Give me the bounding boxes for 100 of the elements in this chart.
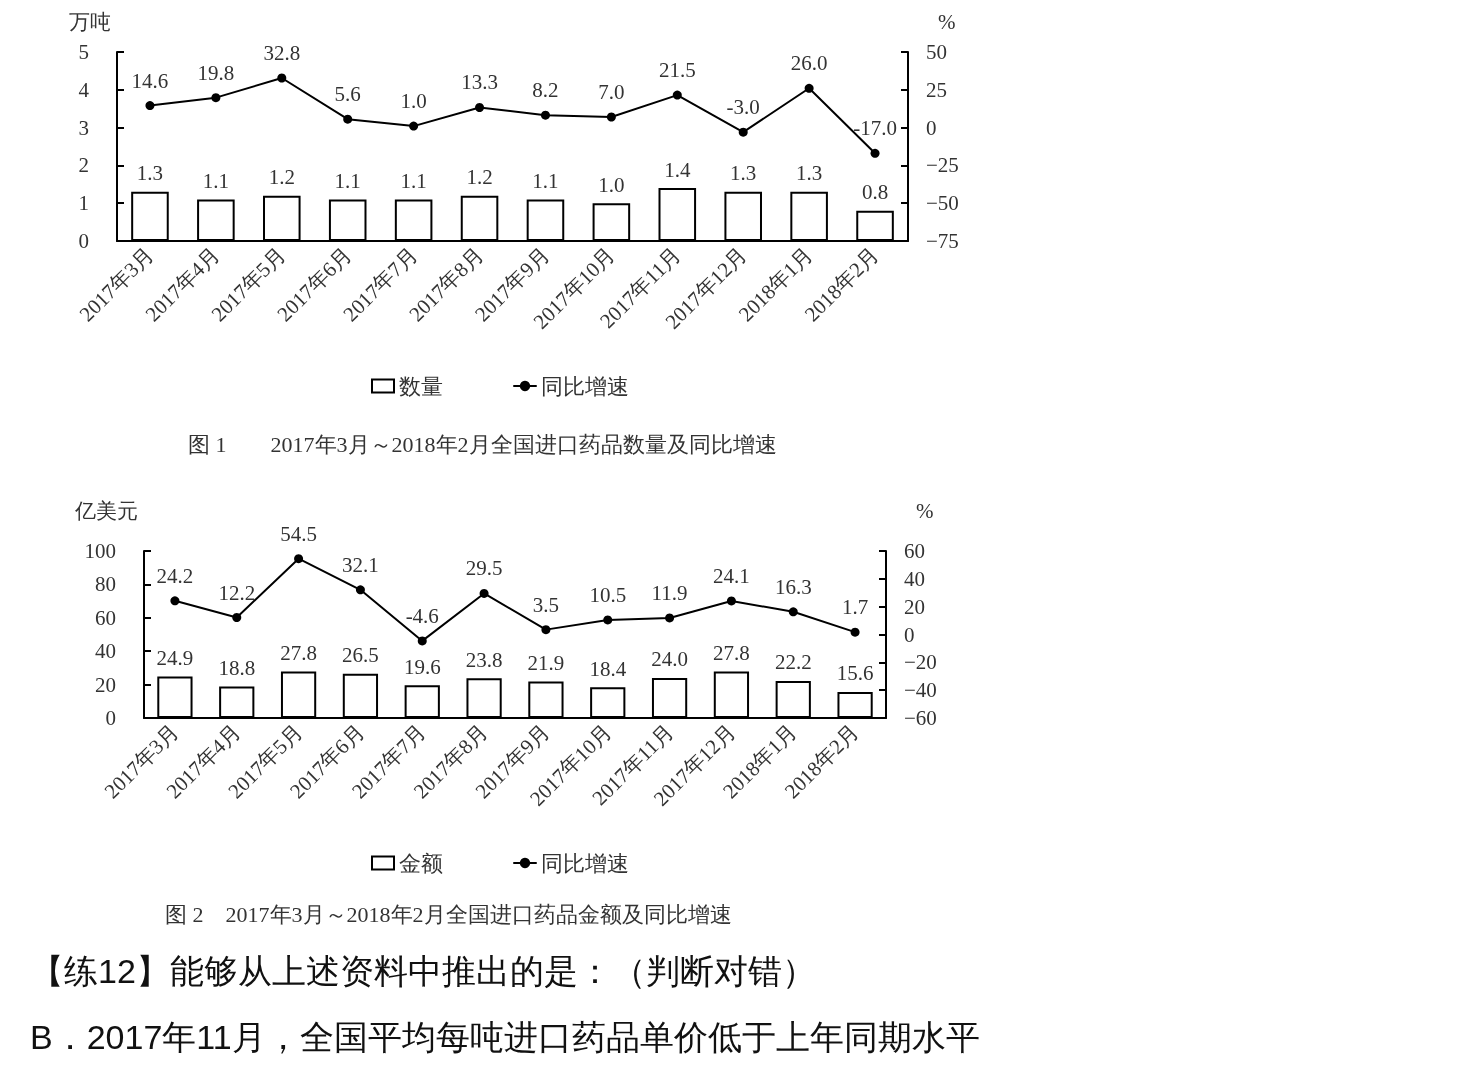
y2-tick-label: −25 (926, 153, 959, 178)
point (277, 73, 287, 83)
point (170, 596, 180, 606)
point (870, 148, 880, 158)
data-label: 32.1 (342, 552, 379, 577)
point (541, 625, 551, 635)
data-label: 21.5 (658, 58, 696, 83)
data-label: 23.8 (465, 647, 503, 672)
y2-tick-label: 40 (904, 566, 925, 591)
data-label: 18.8 (218, 656, 256, 681)
y-tick-label: 0 (105, 706, 116, 730)
data-label: 24.9 (156, 645, 194, 670)
text: B．2017年11月，全国平均每吨进口药品单价低于上年同期水平 (30, 1018, 980, 1056)
data-label: -17.0 (853, 116, 897, 141)
data-label: 1.2 (268, 165, 295, 190)
data-label: 19.6 (403, 654, 441, 679)
data-label: 14.6 (131, 68, 169, 93)
point (603, 615, 613, 625)
y-tick-label: 20 (95, 672, 116, 697)
data-label: 24.1 (713, 563, 750, 588)
data-label: 1.3 (730, 161, 757, 186)
y-tick-label: 1 (78, 191, 89, 216)
point (355, 585, 365, 595)
legend-label: 同比增速 (541, 373, 629, 399)
data-label: 1.0 (400, 89, 427, 114)
data-label: 26.0 (790, 51, 828, 76)
data-label: 1.1 (334, 168, 361, 193)
text: 图 2 2017年3月～2018年2月全国进口药品金额及同比增速 (165, 901, 732, 927)
text: 图 1 2017年3月～2018年2月全国进口药品数量及同比增速 (188, 431, 777, 457)
data-label: 54.5 (280, 521, 317, 546)
data-label: 32.8 (263, 41, 301, 66)
data-label: 12.2 (218, 580, 256, 605)
point (479, 588, 489, 598)
y-tick-label: 40 (95, 639, 116, 664)
y-tick-label: 80 (95, 572, 116, 597)
y2-tick-label: −75 (926, 229, 959, 253)
point (850, 627, 860, 637)
data-label: 16.3 (774, 574, 812, 599)
y-tick-label: 3 (78, 115, 89, 140)
point (804, 83, 814, 93)
data-label: 29.5 (465, 556, 503, 581)
data-label: 24.0 (651, 647, 688, 672)
data-label: 1.2 (466, 165, 493, 190)
y2-tick-label: 25 (926, 77, 947, 102)
point (606, 112, 616, 122)
data-label: 5.6 (334, 82, 361, 107)
data-label: 1.1 (202, 168, 229, 193)
data-label: 27.8 (280, 641, 317, 666)
y2-tick-label: −40 (904, 678, 937, 703)
data-label: 22.2 (774, 650, 812, 675)
data-label: 1.0 (598, 172, 625, 197)
point (475, 102, 485, 112)
point (788, 607, 798, 617)
point (294, 554, 304, 564)
point (417, 636, 427, 646)
y-tick-label: 5 (78, 40, 89, 64)
data-label: -3.0 (726, 95, 760, 120)
data-label: -4.6 (405, 603, 439, 628)
y2-axis-title: % (916, 498, 934, 523)
legend-label: 数量 (399, 373, 443, 399)
point (665, 613, 675, 623)
y2-tick-label: 50 (926, 40, 947, 64)
point (409, 121, 419, 131)
y2-tick-label: 20 (904, 594, 925, 619)
y-tick-label: 2 (78, 153, 89, 178)
y2-axis-title: % (938, 9, 956, 34)
y2-tick-label: −50 (926, 191, 959, 216)
data-label: 3.5 (532, 592, 560, 617)
data-label: 11.9 (651, 580, 688, 605)
y-tick-label: 4 (78, 77, 90, 102)
y2-tick-label: 0 (926, 115, 937, 140)
y-tick-label: 60 (95, 605, 116, 630)
legend-label: 同比增速 (541, 850, 629, 876)
data-label: 10.5 (589, 582, 627, 607)
data-label: 1.4 (664, 157, 691, 182)
y2-tick-label: 60 (904, 539, 925, 563)
y2-tick-label: 0 (904, 622, 915, 647)
data-label: 13.3 (461, 70, 498, 95)
data-label: 27.8 (713, 641, 750, 666)
data-label: 26.5 (342, 643, 379, 668)
point (738, 127, 748, 137)
data-label: 1.1 (400, 168, 427, 193)
point (672, 90, 682, 100)
legend-label: 金额 (399, 850, 443, 876)
point (343, 114, 353, 124)
data-label: 1.1 (532, 168, 559, 193)
point (232, 613, 242, 623)
point (726, 596, 736, 606)
data-label: 21.9 (527, 650, 565, 675)
point (211, 93, 221, 103)
y-tick-label: 0 (78, 229, 89, 253)
y-axis-title: 万吨 (69, 9, 111, 34)
data-label: 8.2 (532, 78, 559, 103)
data-label: 0.8 (861, 180, 889, 205)
text: 【练12】能够从上述资料中推出的是：（判断对错） (30, 952, 816, 990)
point (540, 110, 550, 120)
data-label: 19.8 (197, 60, 235, 85)
data-label: 7.0 (598, 80, 625, 105)
data-label: 24.2 (156, 563, 194, 588)
y-axis-title: 亿美元 (74, 498, 138, 523)
